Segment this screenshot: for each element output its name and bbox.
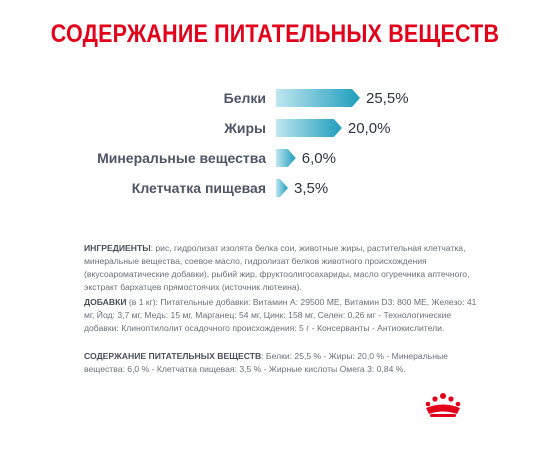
additives-text: (в 1 кг): Питательные добавки: Витамин A… [84, 297, 477, 333]
category-label-2: Минеральные вещества [97, 150, 266, 166]
page-title: СОДЕРЖАНИЕ ПИТАТЕЛЬНЫХ ВЕЩЕСТВ [50, 20, 500, 48]
additives-heading: ДОБАВКИ [84, 297, 127, 307]
ingredients-paragraph: ИНГРЕДИЕНТЫ: рис, гидролизат изолята бел… [84, 242, 484, 294]
category-label-0: Белки [224, 90, 266, 106]
ingredients-text: : рис, гидролизат изолята белка сои, жив… [84, 243, 470, 292]
bar-3 [276, 179, 288, 197]
royal-crown-icon [425, 393, 461, 417]
category-label-3: Клетчатка пищевая [132, 180, 266, 196]
nutrients-text: : Белки: 25,5 % - Жиры: 20,0 % - Минерал… [84, 351, 448, 374]
bar-2 [276, 149, 296, 167]
value-label-2: 6,0% [302, 150, 336, 167]
nutrient-bar-chart: Белки 25,5% Жиры 20,0% Минеральные вещества 6… [0, 80, 550, 210]
nutrients-paragraph: СОДЕРЖАНИЕ ПИТАТЕЛЬНЫХ ВЕЩЕСТВ: Белки: 2… [84, 350, 484, 376]
value-label-3: 3,5% [294, 180, 328, 197]
value-label-0: 25,5% [366, 90, 409, 107]
category-label-1: Жиры [223, 120, 266, 136]
bar-0 [276, 89, 360, 107]
nutrients-heading: СОДЕРЖАНИЕ ПИТАТЕЛЬНЫХ ВЕЩЕСТВ [84, 351, 262, 361]
value-label-1: 20,0% [348, 120, 391, 137]
additives-paragraph: ДОБАВКИ (в 1 кг): Питательные добавки: В… [84, 296, 484, 335]
ingredients-heading: ИНГРЕДИЕНТЫ [84, 243, 151, 253]
chart-svg: Белки 25,5% Жиры 20,0% Минеральные вещества 6… [97, 89, 409, 197]
bar-1 [276, 119, 342, 137]
